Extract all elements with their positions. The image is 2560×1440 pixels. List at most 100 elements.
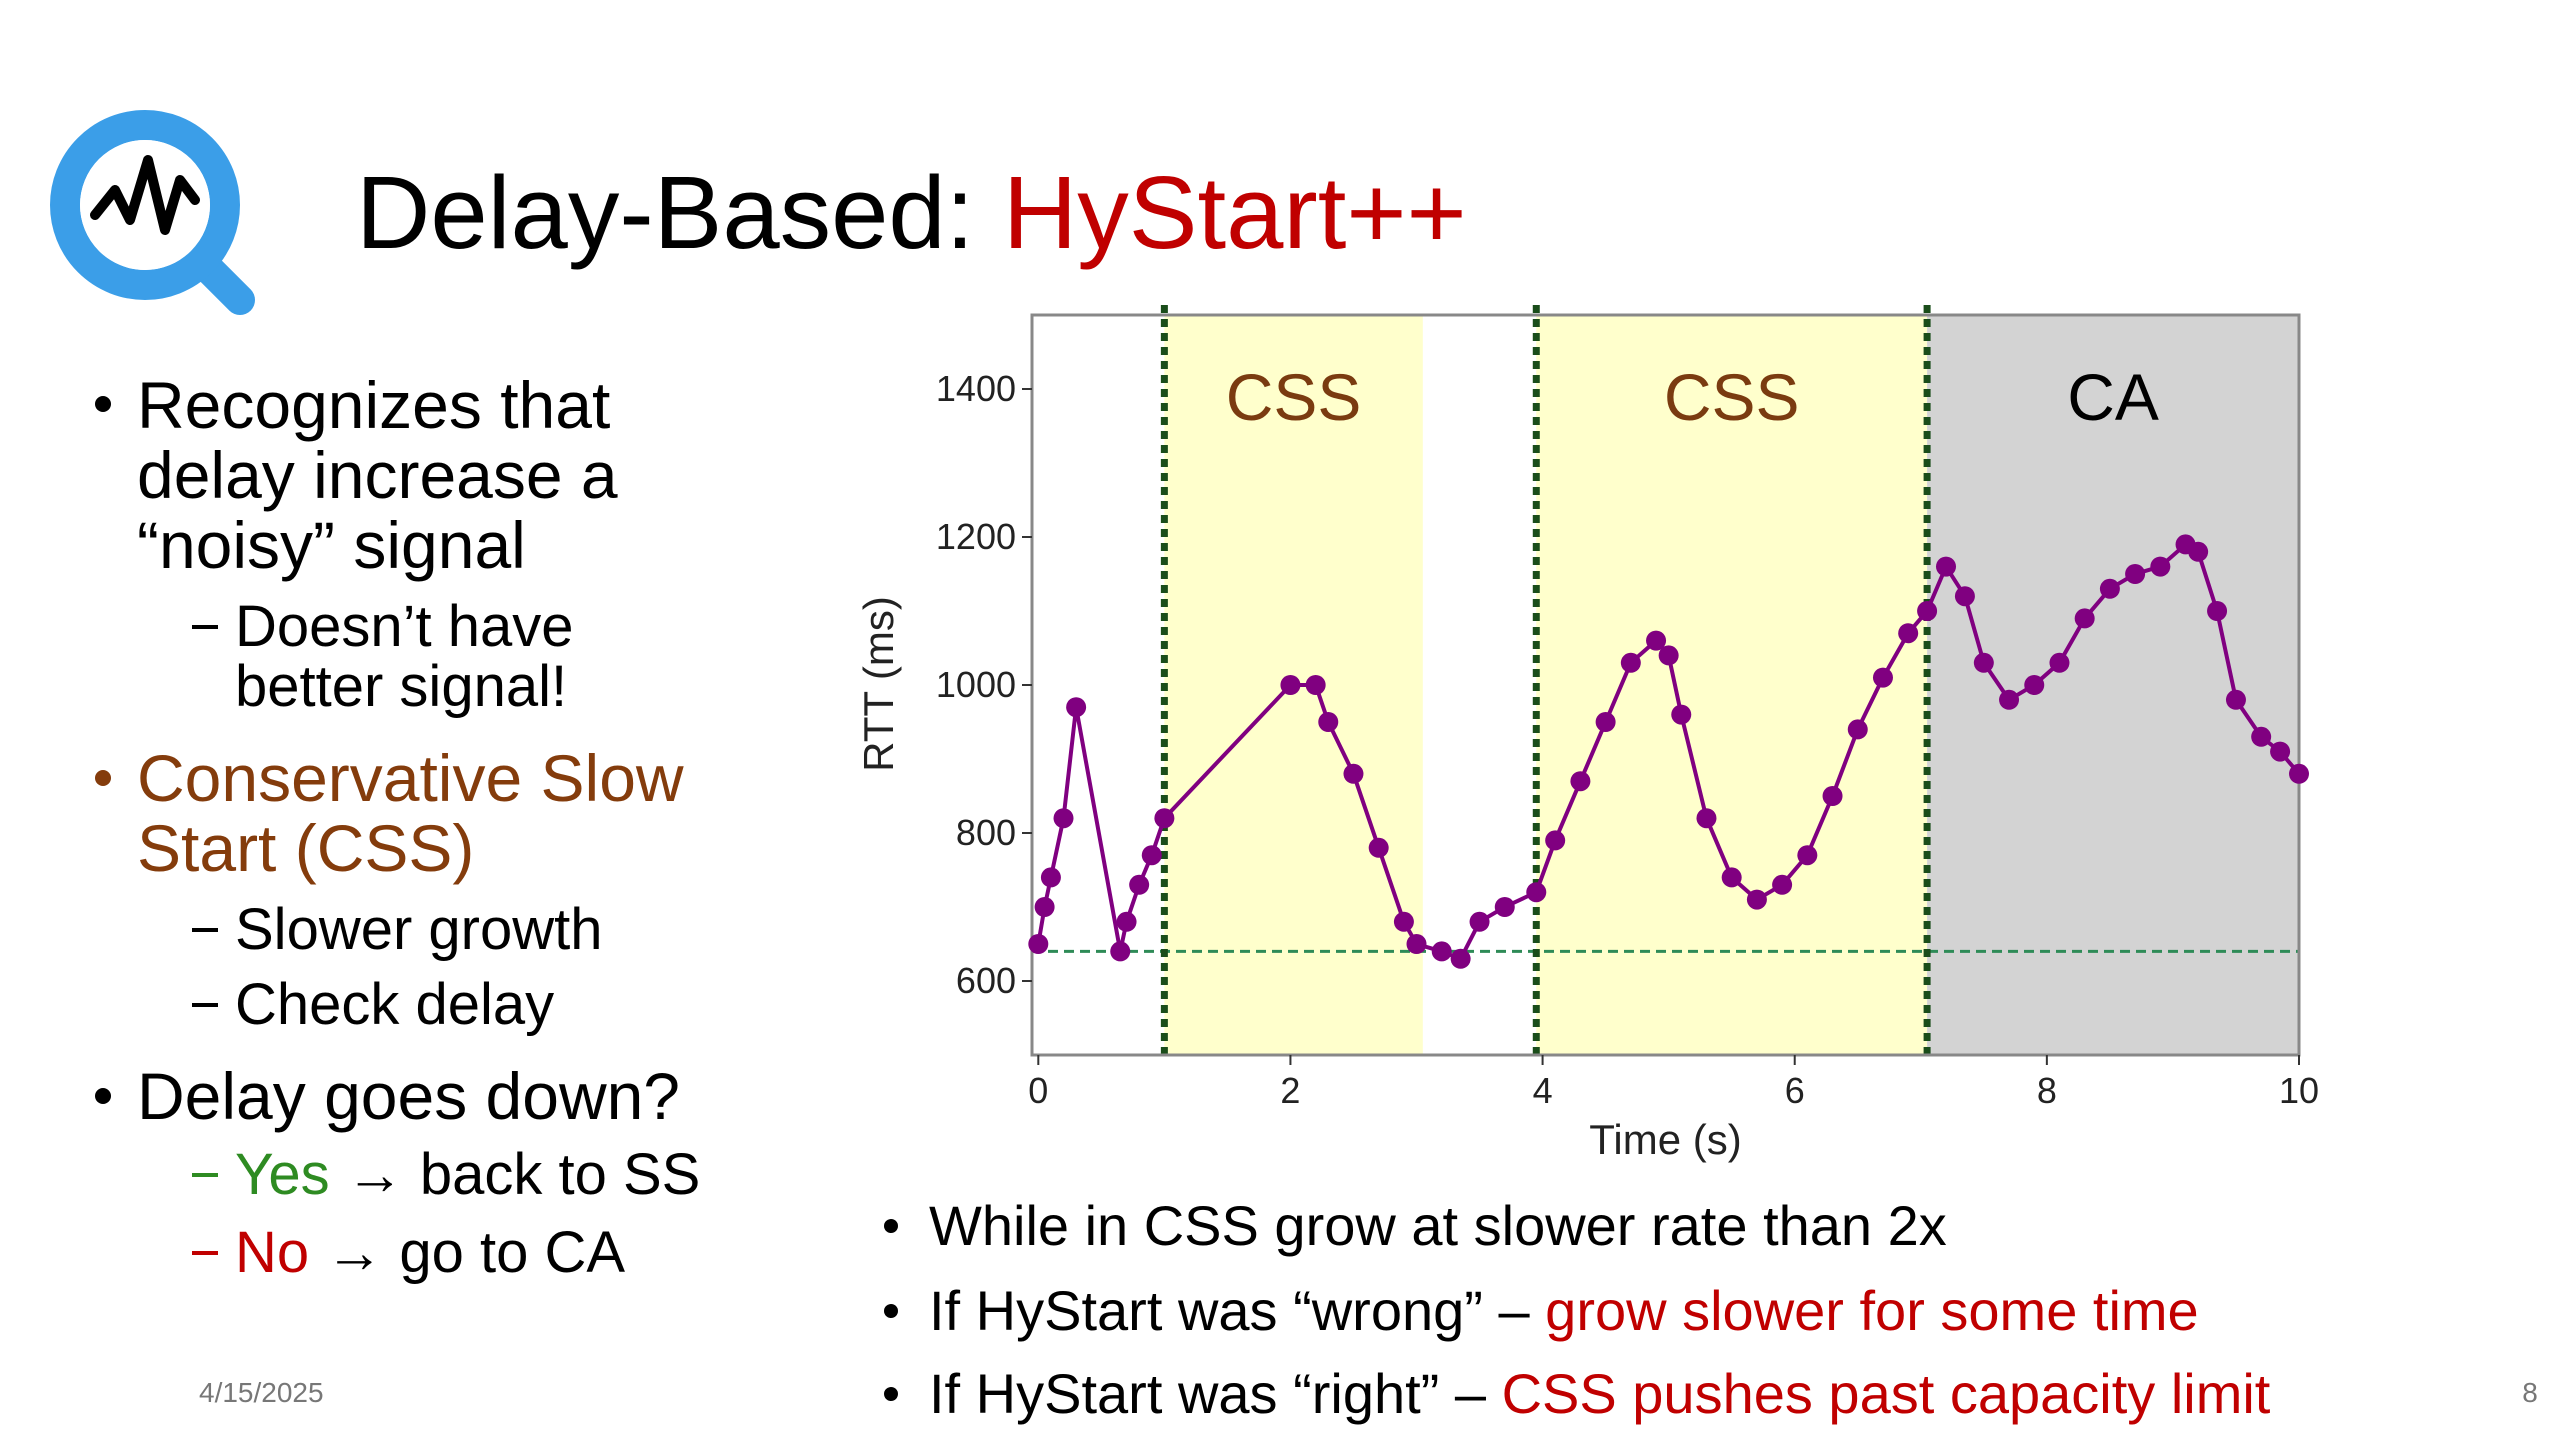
rtt-point — [1620, 652, 1641, 673]
rtt-point — [1973, 652, 1994, 673]
x-axis-label: Time (s) — [1589, 1116, 1741, 1163]
rtt-point — [1545, 830, 1566, 851]
y-tick-label: 600 — [956, 960, 1016, 1001]
page-number: 8 — [2522, 1377, 2538, 1408]
bullet — [884, 1219, 898, 1233]
no-rest: → go to CA — [325, 1220, 625, 1285]
rtt-point — [1343, 763, 1364, 784]
rtt-point — [1696, 808, 1717, 829]
bullet-highlight: CSS pushes past capacity limit — [1502, 1362, 2271, 1425]
region — [1927, 315, 2299, 1055]
bullet-highlight: grow slower for some time — [1545, 1279, 2199, 1342]
rtt-point — [1658, 645, 1679, 666]
rtt-point — [1066, 697, 1087, 718]
rtt-point — [1898, 623, 1919, 644]
y-tick-label: 800 — [956, 812, 1016, 853]
rtt-point — [2251, 726, 2272, 747]
rtt-point — [1847, 719, 1868, 740]
bullet-part: If HyStart was “wrong” – — [929, 1279, 1545, 1342]
y-axis-label: RTT (ms) — [855, 596, 902, 772]
rtt-point — [1671, 704, 1692, 725]
rtt-point — [1822, 786, 1843, 806]
sub-text: Check delay — [235, 972, 554, 1037]
bottom-bullet: If HyStart was “right” – CSS pushes past… — [929, 1362, 2271, 1425]
rtt-point — [2125, 564, 2146, 584]
bullet-text: Delay goes down? — [137, 1059, 680, 1133]
x-tick-label: 4 — [1533, 1070, 1553, 1111]
rtt-point — [1872, 667, 1893, 688]
rtt-point — [1368, 837, 1389, 858]
rtt-point — [2074, 608, 2095, 629]
x-tick-label: 10 — [2279, 1070, 2319, 1111]
region-label: CSS — [1226, 360, 1362, 434]
rtt-point — [2024, 675, 2045, 695]
rtt-point — [1494, 897, 1515, 917]
y-tick-label: 1400 — [936, 368, 1016, 409]
region-label: CSS — [1664, 360, 1800, 434]
sub-text: Doesn’t have — [235, 594, 574, 659]
rtt-point — [1053, 808, 1074, 829]
rtt-point — [1116, 911, 1137, 932]
title-prefix: Delay-Based: — [356, 155, 1003, 270]
rtt-point — [2289, 763, 2309, 784]
rtt-point — [1469, 911, 1490, 932]
rtt-point — [1028, 934, 1049, 954]
rtt-point — [1797, 845, 1818, 866]
bottom-bullet: While in CSS grow at slower rate than 2x — [929, 1194, 1947, 1257]
rtt-point — [1526, 882, 1547, 903]
rtt-point — [1154, 808, 1175, 829]
bottom-bullet: If HyStart was “wrong” – grow slower for… — [929, 1279, 2199, 1342]
sub-text: No → go to CA — [235, 1220, 625, 1285]
rtt-point — [1954, 586, 1975, 607]
x-tick-label: 2 — [1280, 1070, 1300, 1111]
bullet-text: “noisy” signal — [137, 508, 526, 582]
sub-text: better signal! — [235, 654, 567, 719]
y-tick-label: 1000 — [936, 664, 1016, 705]
rtt-point — [1034, 897, 1055, 917]
bullet — [95, 770, 111, 786]
title-highlight: HyStart++ — [1003, 155, 1467, 270]
region-label: CA — [2067, 360, 2159, 434]
y-tick-label: 1200 — [936, 516, 1016, 557]
rtt-point — [1999, 689, 2020, 710]
sub-text: Yes → back to SS — [235, 1142, 700, 1207]
rtt-point — [1595, 712, 1616, 732]
bullet — [95, 396, 111, 412]
rtt-point — [1917, 601, 1938, 621]
rtt-point — [1431, 941, 1452, 962]
rtt-point — [1406, 934, 1427, 954]
bullet — [884, 1304, 898, 1318]
rtt-point — [2150, 556, 2171, 577]
sub-text: Slower growth — [235, 897, 602, 962]
bullet-text: delay increase a — [137, 438, 618, 512]
rtt-point — [1646, 630, 1667, 651]
rtt-point — [1450, 948, 1471, 969]
bullet-text: Start (CSS) — [137, 811, 474, 885]
bullet-part: If HyStart was “right” – — [929, 1362, 1502, 1425]
rtt-point — [2225, 689, 2246, 710]
rtt-point — [1129, 874, 1150, 895]
yes: Yes — [235, 1142, 330, 1207]
rtt-point — [2099, 578, 2120, 599]
rtt-point — [1040, 867, 1061, 888]
no: No — [235, 1220, 309, 1285]
search-icon — [50, 110, 255, 315]
bullet — [884, 1387, 898, 1401]
region — [1536, 315, 1928, 1055]
bullet — [95, 1088, 111, 1104]
rtt-point — [1772, 874, 1793, 895]
bullet-text: Recognizes that — [137, 368, 610, 442]
rtt-point — [1141, 845, 1162, 866]
date: 4/15/2025 — [199, 1377, 324, 1408]
rtt-point — [2270, 741, 2291, 762]
rtt-point — [2049, 652, 2070, 673]
rtt-point — [1280, 675, 1301, 695]
bullet-text: Conservative Slow — [137, 741, 684, 815]
rtt-point — [1936, 556, 1957, 577]
x-tick-label: 6 — [1785, 1070, 1805, 1111]
rtt-point — [1393, 911, 1414, 932]
x-tick-label: 8 — [2037, 1070, 2057, 1111]
rtt-point — [1570, 771, 1591, 792]
yes-rest: → back to SS — [346, 1142, 701, 1207]
